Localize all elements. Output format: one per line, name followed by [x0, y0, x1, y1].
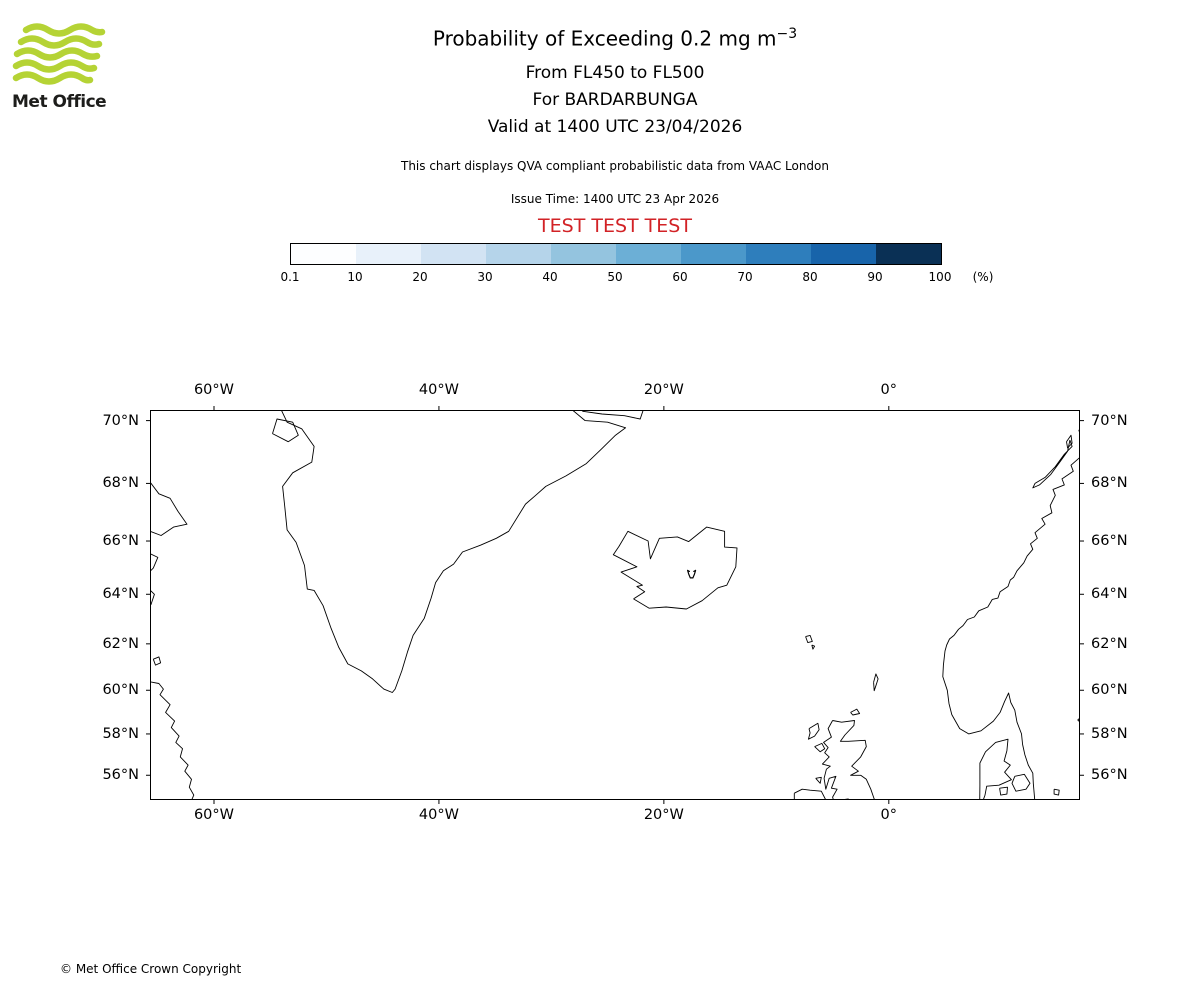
lat-tick-label-left: 60°N: [102, 682, 139, 699]
coastline-baffin-cumberland: [150, 481, 188, 536]
lat-tick-label-left: 68°N: [102, 475, 139, 492]
colorbar-segment-10: [876, 244, 941, 264]
colorbar-segment-8: [746, 244, 811, 264]
probability-colorbar: [290, 243, 942, 265]
lat-tick-label-left: 56°N: [102, 767, 139, 784]
colorbar-segment-6: [616, 244, 681, 264]
colorbar-segment-7: [681, 244, 746, 264]
colorbar-segment-5: [551, 244, 616, 264]
colorbar-tick-label: 70: [737, 270, 753, 284]
lon-tick-label-bottom: 60°W: [193, 807, 235, 823]
lon-tick-label-bottom: 40°W: [418, 807, 459, 823]
lon-tick-label-top: 0°: [880, 382, 898, 398]
colorbar-segment-1: [291, 244, 356, 264]
lat-tick-label-left: 58°N: [102, 725, 139, 742]
lon-tick-label-top: 60°W: [193, 382, 235, 398]
lon-tick-label-top: 20°W: [643, 382, 684, 398]
coastline-shetland: [873, 673, 879, 692]
map-area: 60°W 60°W 40°W 40°W 20°W 20°W 0° 0° 70°N 70°N 68°N…: [102, 382, 1127, 823]
coastlines-layer: [150, 410, 1080, 800]
coastline-resolution-island: [152, 656, 162, 666]
colorbar-tick-label: 50: [607, 270, 623, 284]
coastline-labrador: [150, 681, 195, 800]
coastline-disko-island: [272, 418, 299, 443]
lat-tick-label-left: 64°N: [102, 586, 139, 603]
chart-title-text: Probability of Exceeding 0.2 mg m: [432, 26, 777, 51]
lon-tick-label-bottom: 20°W: [643, 807, 684, 823]
coastline-orkney: [850, 708, 861, 716]
coastline-greenland-main: [280, 410, 627, 693]
lat-tick-label-left: 70°N: [102, 412, 139, 429]
lat-tick-label-right: 62°N: [1091, 635, 1128, 652]
coastline-uk-mainland: [821, 720, 876, 800]
volcano-marker: [686, 569, 697, 579]
coastline-funen: [999, 786, 1008, 796]
coastline-bornholm: [1053, 788, 1060, 796]
met-office-logo: Met Office: [12, 22, 108, 112]
axis-ticks: [146, 406, 1084, 804]
issue-time-line: Issue Time: 1400 UTC 23 Apr 2026: [510, 192, 720, 206]
coastline-faroe-1: [805, 634, 813, 644]
colorbar-unit-label: (%): [972, 270, 994, 284]
chart-title: Probability of Exceeding 0.2 mg m−3: [30, 26, 1200, 51]
coastline-skye: [814, 742, 826, 753]
coastline-senja: [1078, 428, 1080, 436]
coastline-vesteralen: [1066, 434, 1073, 449]
coastline-faroe-2: [811, 644, 816, 650]
subtitle-volcano: For BARDARBUNGA: [532, 90, 698, 110]
lat-tick-label-right: 70°N: [1091, 412, 1128, 429]
colorbar-segment-3: [421, 244, 486, 264]
met-office-waves-icon: [12, 23, 106, 85]
lat-tick-label-right: 58°N: [1091, 725, 1128, 742]
subtitle-valid-time: Valid at 1400 UTC 23/04/2026: [487, 117, 743, 137]
test-banner: TEST TEST TEST: [538, 215, 692, 237]
coastline-sweden-east: [1077, 717, 1080, 723]
colorbar-tick-label: 30: [477, 270, 493, 284]
colorbar-tick-labels: (%) 0.1 10 20 30 40 50 60 70 80 90 100: [280, 270, 993, 286]
lat-tick-label-right: 68°N: [1091, 475, 1128, 492]
coastline-baffin-hall: [150, 553, 159, 572]
coastline-norway-sweden: [942, 456, 1080, 800]
lat-tick-label-left: 66°N: [102, 533, 139, 550]
coastline-lewis: [807, 722, 820, 740]
lat-tick-label-left: 62°N: [102, 635, 139, 652]
colorbar-segment-9: [811, 244, 876, 264]
colorbar-segment-4: [486, 244, 551, 264]
coastline-iceland: [612, 526, 738, 610]
colorbar-tick-label: 40: [542, 270, 558, 284]
subtitle-flight-levels: From FL450 to FL500: [525, 63, 705, 83]
colorbar-tick-label: 80: [802, 270, 818, 284]
lat-tick-label-right: 60°N: [1091, 682, 1128, 699]
colorbar-segment-2: [356, 244, 421, 264]
lat-tick-label-right: 56°N: [1091, 767, 1128, 784]
coastline-ireland: [793, 788, 827, 800]
colorbar-tick-label: 90: [867, 270, 883, 284]
coastline-baffin-frobisher: [150, 589, 155, 607]
coastline-islay: [815, 776, 822, 784]
colorbar-tick-label: 20: [412, 270, 428, 284]
lat-tick-label-right: 66°N: [1091, 533, 1128, 550]
coastline-zealand: [1011, 773, 1031, 792]
map-frame: [150, 410, 1080, 800]
colorbar-tick-label: 10: [347, 270, 363, 284]
lon-tick-label-bottom: 0°: [880, 807, 898, 823]
coastline-greenland-scoresby: [580, 410, 644, 420]
coastline-lofoten: [1032, 439, 1073, 489]
copyright-notice: © Met Office Crown Copyright: [60, 962, 242, 976]
colorbar-tick-label: 0.1: [280, 270, 300, 284]
colorbar-tick-label: 100: [928, 270, 952, 284]
coastline-denmark-jutland: [979, 738, 1012, 800]
colorbar-tick-label: 60: [672, 270, 688, 284]
chart-title-exponent: −3: [776, 26, 798, 42]
met-office-wordmark: Met Office: [12, 92, 107, 112]
lon-tick-label-top: 40°W: [418, 382, 459, 398]
lat-tick-label-right: 64°N: [1091, 586, 1128, 603]
qva-info-line: This chart displays QVA compliant probab…: [401, 159, 829, 173]
map-svg: [146, 406, 1084, 804]
